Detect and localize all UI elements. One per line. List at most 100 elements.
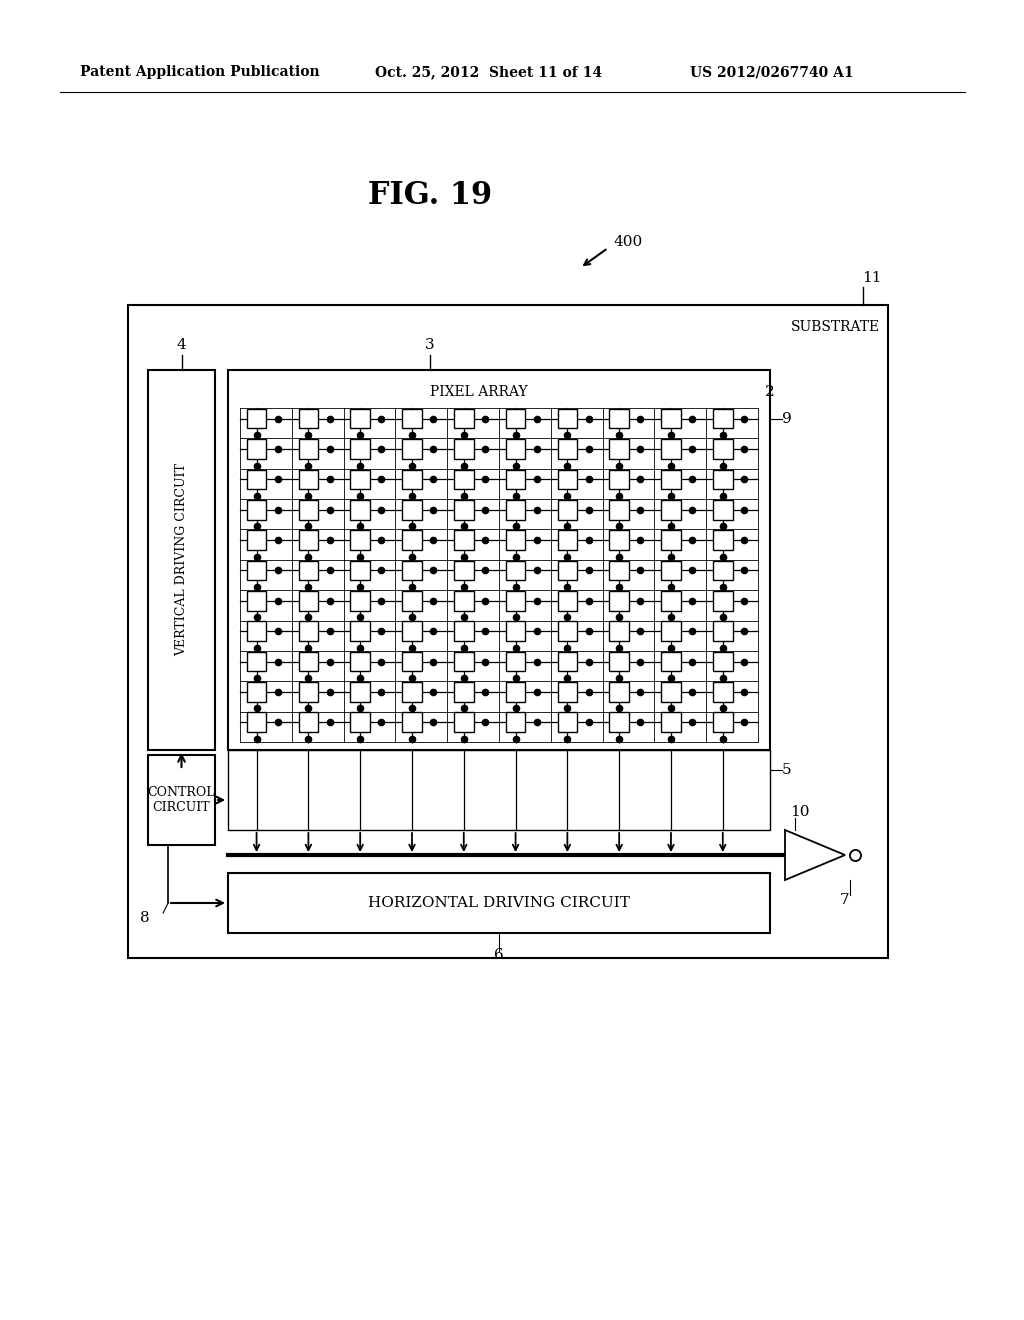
Bar	[506, 591, 525, 611]
Bar	[557, 561, 578, 581]
Bar	[557, 531, 578, 550]
Bar	[247, 500, 266, 520]
Bar	[350, 652, 370, 672]
Bar	[350, 561, 370, 581]
Bar	[350, 440, 370, 459]
Bar	[506, 561, 525, 581]
Bar	[662, 622, 681, 642]
Bar	[454, 682, 474, 702]
Bar	[506, 409, 525, 429]
Text: HORIZONTAL DRIVING CIRCUIT: HORIZONTAL DRIVING CIRCUIT	[368, 896, 630, 909]
Bar	[454, 652, 474, 672]
Text: 4: 4	[176, 338, 186, 352]
Bar	[713, 470, 732, 490]
Bar	[128, 305, 888, 958]
Bar	[609, 713, 629, 733]
Bar	[228, 370, 770, 750]
Bar	[247, 531, 266, 550]
Bar	[454, 531, 474, 550]
Text: FIG. 19: FIG. 19	[368, 180, 493, 210]
Text: 8: 8	[140, 911, 151, 925]
Text: 5: 5	[782, 763, 792, 777]
Bar	[662, 682, 681, 702]
Text: 6: 6	[495, 948, 504, 962]
Text: Oct. 25, 2012  Sheet 11 of 14: Oct. 25, 2012 Sheet 11 of 14	[375, 65, 602, 79]
Bar	[299, 409, 318, 429]
Bar	[350, 470, 370, 490]
Bar	[402, 440, 422, 459]
Bar	[609, 531, 629, 550]
Bar	[299, 652, 318, 672]
Bar	[713, 409, 732, 429]
Bar	[247, 440, 266, 459]
Bar	[148, 755, 215, 845]
Bar	[506, 682, 525, 702]
Bar	[454, 470, 474, 490]
Bar	[506, 531, 525, 550]
Text: 9: 9	[782, 412, 792, 425]
Bar	[402, 409, 422, 429]
Bar	[350, 713, 370, 733]
Bar	[247, 652, 266, 672]
Bar	[713, 682, 732, 702]
Text: US 2012/0267740 A1: US 2012/0267740 A1	[690, 65, 854, 79]
Bar	[662, 561, 681, 581]
Text: CONTROL
CIRCUIT: CONTROL CIRCUIT	[147, 785, 215, 814]
Bar	[662, 440, 681, 459]
Bar	[299, 500, 318, 520]
Bar	[713, 591, 732, 611]
Bar	[662, 591, 681, 611]
Text: PIXEL ARRAY: PIXEL ARRAY	[430, 385, 527, 399]
Bar	[557, 440, 578, 459]
Bar	[299, 470, 318, 490]
Bar	[402, 682, 422, 702]
Bar	[228, 750, 770, 830]
Bar	[662, 470, 681, 490]
Text: VERTICAL DRIVING CIRCUIT: VERTICAL DRIVING CIRCUIT	[175, 463, 188, 656]
Bar	[713, 561, 732, 581]
Text: 11: 11	[862, 271, 882, 285]
Bar	[609, 470, 629, 490]
Bar	[454, 622, 474, 642]
Text: 10: 10	[790, 805, 810, 818]
Bar	[454, 713, 474, 733]
Bar	[506, 440, 525, 459]
Bar	[350, 622, 370, 642]
Bar	[557, 622, 578, 642]
Text: Patent Application Publication: Patent Application Publication	[80, 65, 319, 79]
Bar	[557, 409, 578, 429]
Bar	[609, 500, 629, 520]
Bar	[299, 561, 318, 581]
Bar	[299, 622, 318, 642]
Bar	[609, 591, 629, 611]
Bar	[350, 409, 370, 429]
Bar	[402, 622, 422, 642]
Text: SUBSTRATE: SUBSTRATE	[791, 319, 880, 334]
Bar	[662, 652, 681, 672]
Bar	[228, 873, 770, 933]
Bar	[506, 622, 525, 642]
Bar	[609, 440, 629, 459]
Bar	[557, 713, 578, 733]
Bar	[402, 500, 422, 520]
Bar	[609, 682, 629, 702]
Bar	[713, 531, 732, 550]
Bar	[713, 500, 732, 520]
Bar	[454, 409, 474, 429]
Bar	[506, 500, 525, 520]
Bar	[402, 561, 422, 581]
Bar	[299, 531, 318, 550]
Bar	[299, 440, 318, 459]
Bar	[402, 652, 422, 672]
Bar	[299, 682, 318, 702]
Bar	[662, 713, 681, 733]
Bar	[713, 652, 732, 672]
Bar	[299, 713, 318, 733]
Text: 3: 3	[425, 338, 435, 352]
Bar	[350, 500, 370, 520]
Bar	[350, 591, 370, 611]
Bar	[350, 682, 370, 702]
Text: 2: 2	[765, 385, 775, 399]
Bar	[247, 682, 266, 702]
Bar	[662, 531, 681, 550]
